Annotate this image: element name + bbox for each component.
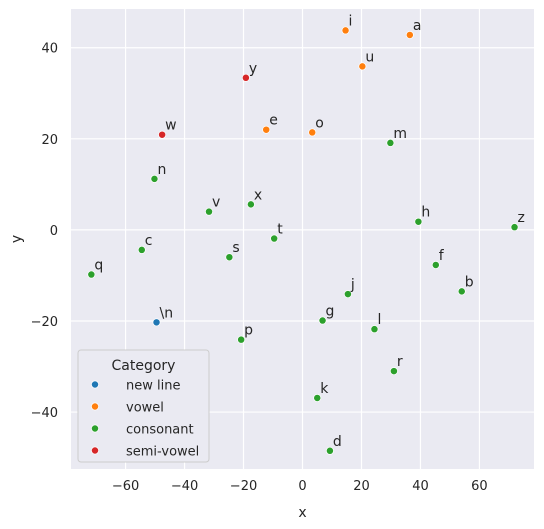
point-consonant: [325, 446, 334, 455]
point-semi-vowel: [241, 73, 250, 82]
legend-label: new line: [126, 379, 180, 394]
point-consonant: [87, 270, 96, 279]
point-consonant: [246, 200, 255, 209]
x-axis-label: x: [298, 505, 306, 521]
point-consonant: [205, 207, 213, 216]
legend-box: [77, 349, 210, 463]
point-label: \n: [160, 305, 174, 321]
point-consonant: [431, 261, 440, 269]
point-vowel: [308, 128, 317, 137]
y-tick-labels: −40 −20 0 20 40: [31, 42, 58, 421]
point-label: j: [350, 277, 355, 293]
legend-entries: new line vowel consonant semi-vowel: [91, 379, 199, 460]
point-consonant: [510, 223, 519, 232]
point-label: s: [232, 240, 239, 256]
point-vowel: [405, 31, 414, 39]
point-label: p: [244, 323, 253, 339]
point-label: w: [165, 118, 176, 134]
point-label: h: [421, 205, 430, 221]
x-tick-label: 60: [471, 479, 488, 494]
point-consonant: [225, 253, 234, 262]
legend-label: semi-vowel: [126, 445, 199, 460]
legend-marker: [91, 380, 99, 389]
point-label: l: [377, 312, 381, 328]
point-label: u: [365, 49, 374, 65]
legend-marker: [91, 424, 99, 433]
point-consonant: [386, 138, 395, 147]
x-tick-labels: −60 −40 −20 0 20 40 60: [112, 479, 488, 494]
x-tick-label: −40: [171, 479, 198, 494]
point-label: f: [439, 248, 445, 264]
x-tick-label: −20: [230, 479, 257, 494]
point-vowel: [262, 125, 271, 134]
point-label: v: [212, 195, 220, 211]
legend-marker: [91, 402, 99, 411]
y-axis-label: y: [9, 235, 25, 243]
point-label: r: [397, 354, 403, 370]
point-consonant: [150, 174, 159, 183]
point-consonant: [457, 287, 466, 296]
point-consonant: [414, 217, 423, 226]
y-tick-label: 0: [50, 224, 58, 239]
point-label: o: [315, 115, 324, 131]
point-semi-vowel: [158, 130, 167, 139]
point-vowel: [341, 26, 350, 35]
point-consonant: [370, 325, 379, 334]
point-label: g: [326, 304, 335, 320]
legend-label: consonant: [126, 423, 194, 438]
point-consonant: [389, 367, 398, 376]
point-label: c: [145, 233, 153, 249]
point-label: n: [157, 162, 166, 178]
point-label: x: [254, 187, 262, 203]
point-label: z: [518, 210, 525, 226]
data-points: \n i a u e o y w m n v x h z c t s q f b jg l p r k d: [87, 13, 525, 455]
x-tick-label: −60: [112, 479, 139, 494]
point-vowel: [358, 62, 367, 71]
point-consonant: [137, 245, 146, 254]
point-label: k: [320, 381, 329, 397]
point-consonant: [237, 335, 246, 344]
y-tick-label: 40: [41, 42, 58, 57]
y-tick-label: −40: [31, 406, 58, 421]
legend-title: Category: [112, 358, 176, 374]
point-label: y: [249, 61, 257, 77]
point-label: i: [349, 13, 353, 29]
point-label: m: [393, 126, 407, 142]
point-consonant: [313, 394, 322, 402]
point-label: d: [333, 434, 342, 450]
point-label: e: [269, 113, 278, 129]
x-tick-label: 40: [412, 479, 429, 494]
point-label: q: [94, 258, 103, 274]
point-label: t: [277, 222, 283, 238]
y-tick-label: −20: [31, 315, 58, 330]
legend-label: vowel: [126, 401, 164, 416]
point-consonant: [318, 316, 327, 325]
x-tick-label: 0: [298, 479, 306, 494]
y-tick-label: 20: [41, 133, 58, 148]
legend: Category new line vowel consonant semi-vowe…: [77, 349, 210, 463]
point-label: a: [413, 18, 422, 34]
point-label: b: [465, 274, 474, 290]
point-new-line: [152, 318, 161, 327]
point-consonant: [270, 234, 279, 243]
x-tick-label: 20: [353, 479, 370, 494]
point-consonant: [343, 290, 352, 299]
legend-marker: [91, 446, 99, 455]
